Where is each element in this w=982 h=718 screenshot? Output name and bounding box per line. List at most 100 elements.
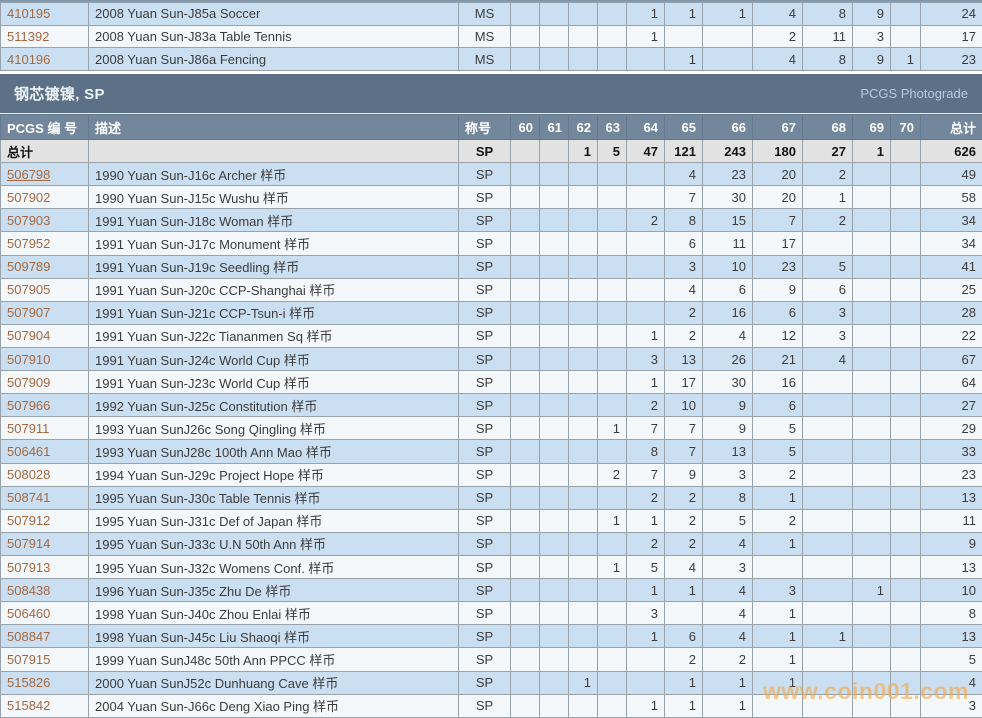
pcgs-number-cell: 507911	[0, 416, 89, 441]
grade-count-cell	[890, 462, 921, 487]
pcgs-number-link[interactable]: 508847	[7, 628, 51, 644]
column-header-pcgs: PCGS 编 号	[0, 114, 89, 140]
section-header-bar: 钢芯镀镍, SP PCGS Photograde	[0, 74, 982, 113]
pcgs-number-link[interactable]: 507904	[7, 328, 51, 344]
totals-grade-count-cell	[539, 138, 569, 164]
grade-count-cell	[852, 208, 891, 233]
grade-count-cell: 1	[752, 485, 803, 510]
grade-count-cell	[852, 670, 891, 695]
grade-count-cell: 26	[702, 346, 753, 372]
pcgs-number-link[interactable]: 506461	[7, 443, 51, 459]
grade-count-cell: 4	[702, 624, 753, 649]
grade-count-cell: 7	[664, 439, 703, 464]
column-header-grade-68: 68	[802, 114, 853, 140]
row-total-cell: 10	[920, 578, 982, 603]
grade-count-cell	[890, 231, 921, 256]
pcgs-number-link[interactable]: 507914	[7, 536, 51, 552]
pcgs-number-link[interactable]: 507907	[7, 305, 51, 321]
grade-count-cell	[568, 693, 598, 718]
grade-count-cell	[852, 693, 891, 718]
grade-count-cell	[626, 300, 665, 325]
grade-count-cell	[852, 254, 891, 279]
pcgs-number-link[interactable]: 507909	[7, 374, 51, 390]
pcgs-number-link[interactable]: 507911	[7, 420, 50, 436]
pcgs-number-link[interactable]: 410195	[7, 6, 51, 22]
grade-count-cell	[597, 485, 627, 510]
grade-count-cell: 15	[702, 208, 753, 233]
row-total-cell: 29	[920, 416, 982, 441]
grade-count-cell	[510, 508, 540, 533]
pcgs-number-link[interactable]: 508438	[7, 582, 51, 598]
column-header-grade-69: 69	[852, 114, 891, 140]
grade-count-cell: 6	[752, 393, 803, 418]
pcgs-number-cell: 410195	[0, 2, 89, 26]
coin-description: 2000 Yuan SunJ52c Dunhuang Cave 样币	[88, 670, 459, 695]
pcgs-number-link[interactable]: 507913	[7, 559, 51, 575]
grade-count-cell	[539, 647, 569, 672]
table-row: 507952 1991 Yuan Sun-J17c Monument 样币 SP 6 1…	[0, 231, 982, 256]
pcgs-number-link[interactable]: 507915	[7, 651, 51, 667]
designation-cell: SP	[458, 370, 511, 395]
grade-count-cell: 17	[664, 370, 703, 395]
grade-count-cell	[752, 693, 803, 718]
grade-count-cell: 1	[702, 2, 753, 26]
header-gap	[0, 113, 982, 114]
pcgs-number-link[interactable]: 507952	[7, 235, 51, 251]
pcgs-number-link[interactable]: 508028	[7, 467, 51, 483]
grade-count-cell	[539, 601, 569, 626]
pcgs-number-cell: 507913	[0, 554, 89, 580]
photograde-link[interactable]: PCGS Photograde	[860, 86, 968, 101]
grade-count-cell: 2	[802, 162, 853, 187]
row-total-cell: 4	[920, 670, 982, 695]
grade-count-cell	[852, 162, 891, 187]
totals-total-cell: 626	[920, 138, 982, 164]
grade-count-cell	[852, 185, 891, 210]
pcgs-number-link[interactable]: 507905	[7, 282, 51, 298]
grade-count-cell	[510, 393, 540, 418]
pcgs-number-cell: 515842	[0, 693, 89, 718]
pcgs-number-link[interactable]: 508741	[7, 490, 51, 506]
row-total-cell: 17	[920, 24, 982, 49]
pcgs-number-link[interactable]: 507903	[7, 212, 51, 228]
grade-count-cell: 1	[752, 624, 803, 649]
coin-description: 1995 Yuan Sun-J30c Table Tennis 样币	[88, 485, 459, 510]
row-total-cell: 8	[920, 601, 982, 626]
grade-count-cell	[890, 670, 921, 695]
table-row: 507914 1995 Yuan Sun-J33c U.N 50th Ann 样币…	[0, 531, 982, 556]
pcgs-number-link[interactable]: 507966	[7, 397, 51, 413]
grade-count-cell: 9	[752, 277, 803, 302]
grade-count-cell: 7	[664, 416, 703, 441]
grade-count-cell: 4	[664, 277, 703, 302]
pcgs-number-link[interactable]: 507912	[7, 513, 51, 529]
coin-description: 1991 Yuan Sun-J17c Monument 样币	[88, 231, 459, 256]
pcgs-number-link[interactable]: 507902	[7, 189, 51, 205]
pcgs-number-link[interactable]: 509789	[7, 259, 51, 275]
grade-count-cell	[852, 277, 891, 302]
grade-count-cell: 1	[664, 693, 703, 718]
row-total-cell: 64	[920, 370, 982, 395]
designation-cell: SP	[458, 323, 511, 348]
pcgs-number-cell: 515826	[0, 670, 89, 695]
row-total-cell: 13	[920, 624, 982, 649]
designation-cell: SP	[458, 508, 511, 533]
column-header-total: 总计	[920, 114, 982, 140]
pcgs-number-link[interactable]: 410196	[7, 51, 51, 67]
pcgs-number-link[interactable]: 506798	[7, 166, 51, 182]
coin-description: 1993 Yuan SunJ28c 100th Ann Mao 样币	[88, 439, 459, 464]
pcgs-number-link[interactable]: 507910	[7, 351, 51, 367]
designation-cell: SP	[458, 647, 511, 672]
pcgs-number-link[interactable]: 506460	[7, 605, 51, 621]
grade-count-cell	[626, 647, 665, 672]
pcgs-number-cell: 509789	[0, 254, 89, 279]
grade-count-cell	[890, 578, 921, 603]
row-total-cell: 67	[920, 346, 982, 372]
pcgs-number-link[interactable]: 515842	[7, 698, 51, 714]
grade-count-cell: 1	[626, 578, 665, 603]
pcgs-number-link[interactable]: 511392	[7, 28, 50, 44]
grade-count-cell	[752, 554, 803, 580]
grade-count-cell: 3	[664, 254, 703, 279]
grade-count-cell: 1	[597, 554, 627, 580]
pcgs-number-link[interactable]: 515826	[7, 675, 51, 691]
grade-count-cell	[802, 393, 853, 418]
grade-count-cell	[539, 300, 569, 325]
